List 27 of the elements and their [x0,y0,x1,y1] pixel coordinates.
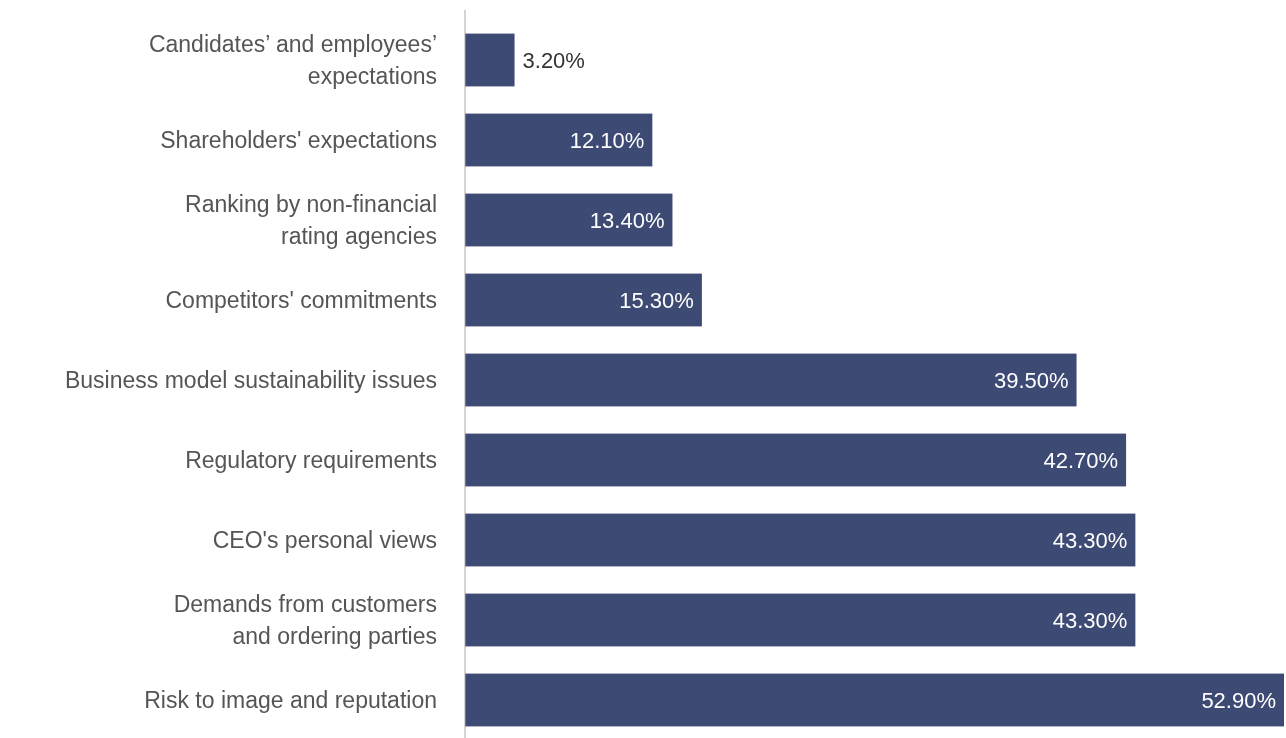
bar [465,353,1077,407]
y-tick-label: Shareholders' expectations [160,127,437,154]
y-tick-label: Risk to image and reputation [144,687,437,714]
bar [465,193,673,247]
bar [465,113,653,167]
y-tick-label: CEO's personal views [212,527,437,554]
data-label: 12.10% [569,127,645,153]
data-label: 42.70% [1043,447,1119,473]
y-tick-label: Regulatory requirements [185,447,437,474]
data-label: 3.20% [522,47,585,73]
data-label: 39.50% [993,367,1069,393]
bar [465,673,1284,727]
data-label: 52.90% [1201,687,1276,713]
bar [465,513,1136,567]
y-tick-label: Candidates’ and employees’ expectations [148,31,437,90]
data-label: 13.40% [589,207,665,233]
bar [465,33,515,87]
bar [465,593,1136,647]
data-label: 43.30% [1052,607,1128,633]
data-label: 43.30% [1052,527,1128,553]
y-tick-label: Business model sustainability issues [64,367,437,394]
y-tick-label: Competitors' commitments [165,287,437,314]
y-tick-label: Demands from customers and ordering parties [173,591,437,650]
bar [465,433,1127,487]
bar [465,273,702,327]
y-tick-label: Ranking by non-financial rating agencies [185,191,437,250]
data-label: 15.30% [619,287,694,313]
